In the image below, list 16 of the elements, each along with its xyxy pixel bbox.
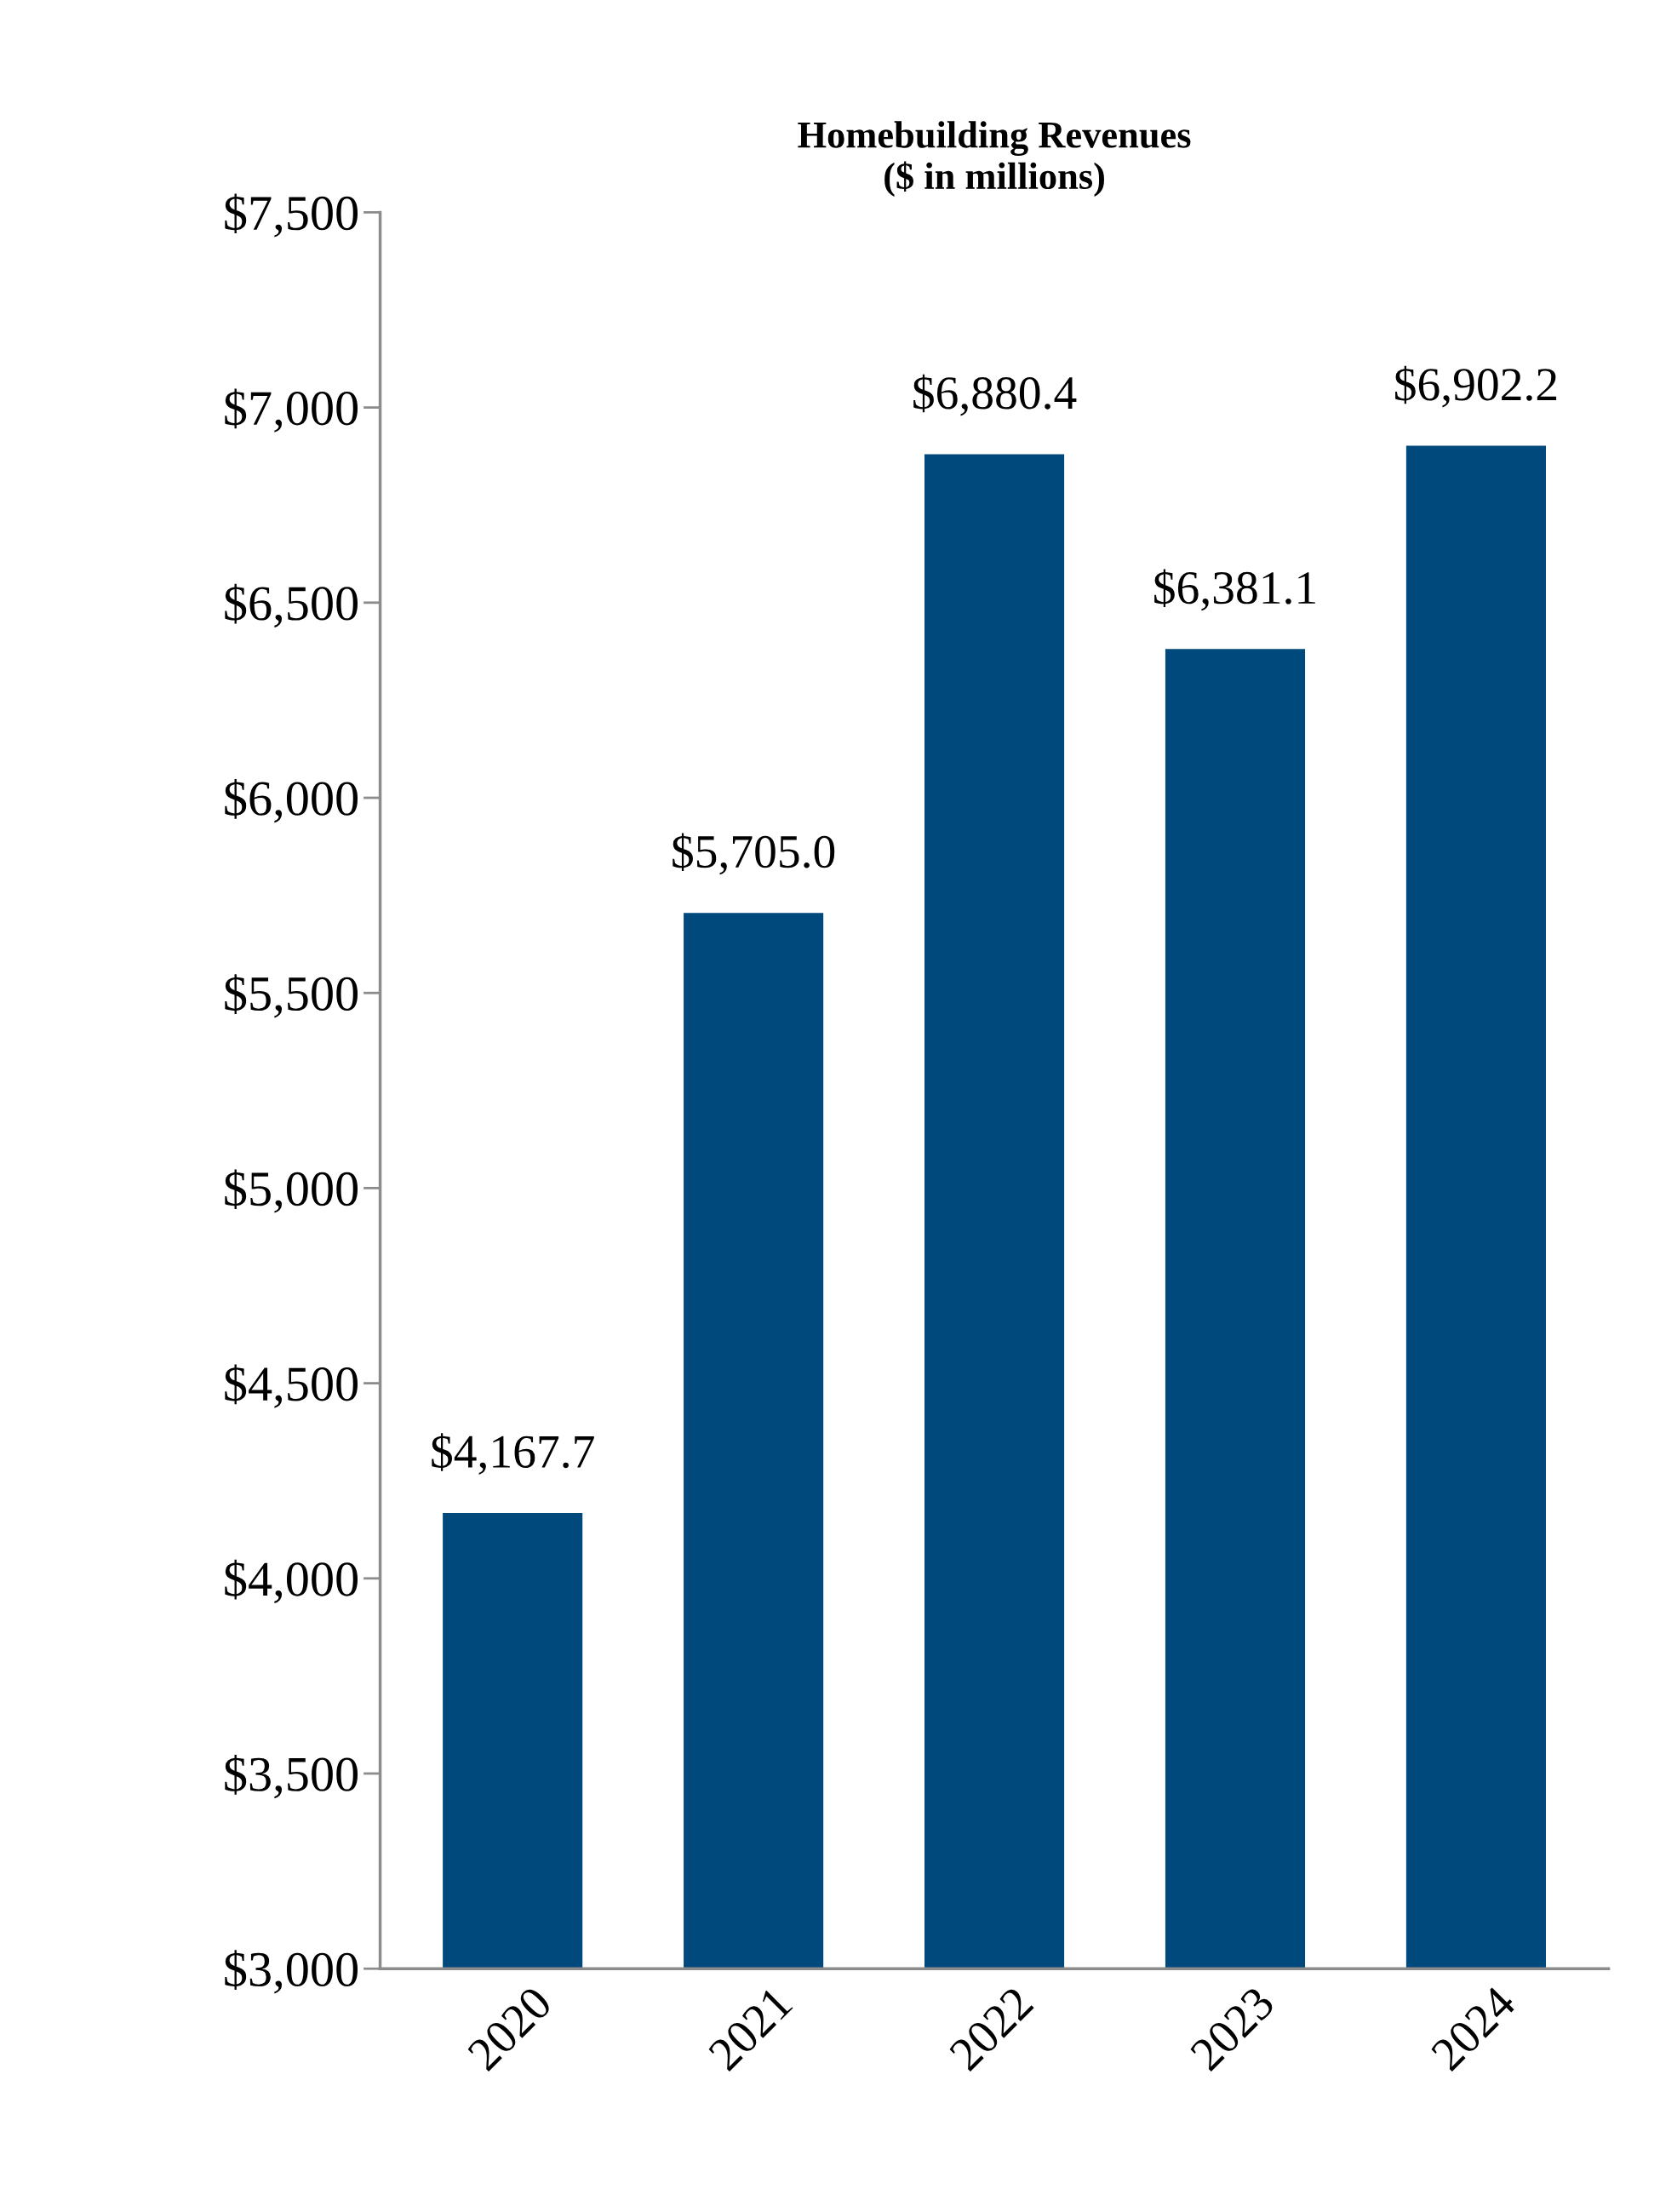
y-tick-label: $5,500 bbox=[225, 974, 358, 1018]
data-label: $6,880.4 bbox=[913, 374, 1077, 416]
y-tick-label: $7,500 bbox=[225, 193, 358, 238]
y-tick-label: $4,500 bbox=[225, 1364, 358, 1408]
y-tick-label: $5,000 bbox=[225, 1169, 358, 1213]
y-tick-label: $4,000 bbox=[225, 1559, 358, 1604]
data-label: $6,902.2 bbox=[1395, 365, 1557, 408]
y-tick-label: $6,500 bbox=[225, 583, 358, 628]
y-tick-label: $3,500 bbox=[225, 1755, 358, 1799]
data-label: $4,167.7 bbox=[432, 1433, 594, 1475]
data-label: $5,705.0 bbox=[673, 833, 835, 875]
y-tick-label: $6,000 bbox=[225, 779, 358, 823]
y-tick-label: $3,000 bbox=[225, 1950, 358, 1994]
y-tick-label: $7,000 bbox=[225, 388, 358, 433]
chart-title: Homebuilding Revenues ($ in millions) bbox=[798, 121, 1191, 198]
data-label: $6,381.1 bbox=[1154, 569, 1315, 611]
